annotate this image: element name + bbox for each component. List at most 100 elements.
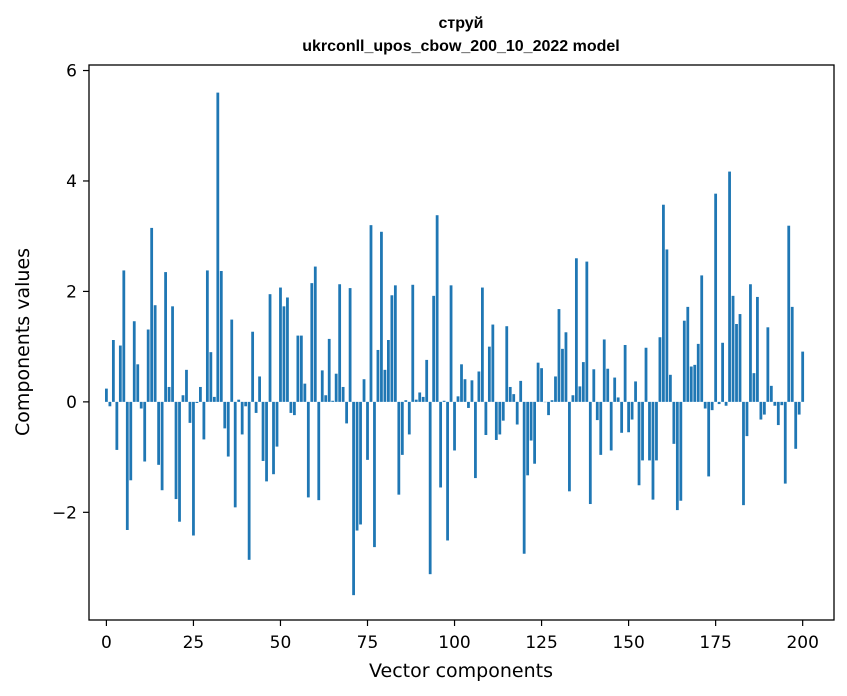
bar (613, 377, 617, 402)
bar (731, 295, 735, 402)
bar (470, 380, 474, 402)
y-tick-label: 6 (66, 62, 77, 82)
bar (366, 401, 369, 460)
bar (547, 401, 550, 416)
bar (254, 401, 258, 413)
bar (345, 401, 349, 424)
bar (526, 401, 530, 476)
bar (592, 369, 596, 402)
bar (125, 401, 129, 530)
bar (414, 399, 418, 402)
bar (686, 306, 690, 402)
bars-group (105, 92, 805, 596)
bar (132, 321, 136, 402)
bar (373, 401, 376, 548)
bar (432, 295, 436, 402)
bar (265, 401, 268, 482)
y-tick-label: 0 (66, 393, 77, 413)
x-tick-label: 100 (438, 633, 470, 653)
chart-title-word: струй (438, 15, 483, 32)
bar (199, 386, 202, 402)
bar (240, 401, 244, 435)
bar (588, 401, 592, 505)
bar (348, 288, 352, 402)
bar (519, 380, 523, 402)
x-tick-label: 150 (612, 633, 644, 653)
bar (153, 305, 157, 402)
bar (355, 401, 359, 531)
bar (540, 368, 543, 402)
x-tick-label: 75 (357, 633, 379, 653)
bar (296, 335, 300, 402)
bar (230, 319, 234, 402)
x-tick-label: 0 (101, 633, 112, 653)
bar (682, 320, 686, 402)
bar (655, 401, 658, 461)
bar (790, 306, 794, 402)
bar (658, 337, 662, 402)
bar (762, 401, 766, 415)
bar (258, 376, 261, 402)
bar (460, 364, 463, 402)
y-axis-ticks: −2 0 2 4 6 (52, 62, 89, 523)
bar (150, 227, 154, 402)
bar (289, 401, 293, 413)
bar (400, 401, 404, 455)
bar (223, 401, 227, 429)
bar (324, 395, 328, 402)
bar (268, 294, 272, 402)
bar (623, 344, 627, 402)
bar (700, 275, 704, 402)
bar (679, 401, 683, 501)
bar (446, 401, 449, 541)
x-axis-ticks: 0 25 50 75 100 125 150 175 200 (101, 620, 819, 653)
bar (477, 371, 481, 402)
bar (515, 401, 519, 425)
bar (293, 401, 296, 416)
bar (463, 379, 467, 402)
bar (481, 287, 484, 402)
bar (317, 401, 321, 501)
bar (449, 285, 453, 402)
bar (533, 401, 536, 464)
bar (129, 401, 133, 481)
bar (310, 283, 314, 402)
bar (505, 326, 509, 402)
bar (442, 400, 446, 402)
bar (146, 329, 150, 402)
bar (742, 401, 745, 506)
bar (306, 401, 310, 498)
x-tick-label: 25 (183, 633, 205, 653)
bar (369, 225, 373, 402)
bar (620, 401, 624, 433)
bar (508, 386, 512, 402)
bar (609, 401, 613, 451)
bar (474, 401, 477, 479)
bar (341, 386, 345, 402)
bar (164, 272, 167, 402)
bar (675, 401, 679, 511)
bar (644, 347, 648, 402)
bar (233, 401, 237, 508)
bar (435, 215, 439, 402)
bar (453, 401, 456, 451)
bar (456, 396, 460, 402)
bar (564, 332, 568, 402)
bar (529, 401, 533, 441)
bar (380, 231, 383, 402)
bar (219, 270, 223, 402)
bar (634, 381, 637, 402)
bar (651, 401, 655, 500)
bar (714, 193, 718, 402)
bar (303, 383, 307, 402)
y-tick-label: 2 (66, 282, 77, 302)
bar (425, 359, 429, 402)
bar (512, 394, 516, 402)
bar (581, 362, 585, 402)
bar (578, 386, 582, 402)
bar (491, 324, 495, 402)
bar (776, 401, 780, 426)
bar (780, 401, 784, 406)
bar (160, 401, 164, 491)
